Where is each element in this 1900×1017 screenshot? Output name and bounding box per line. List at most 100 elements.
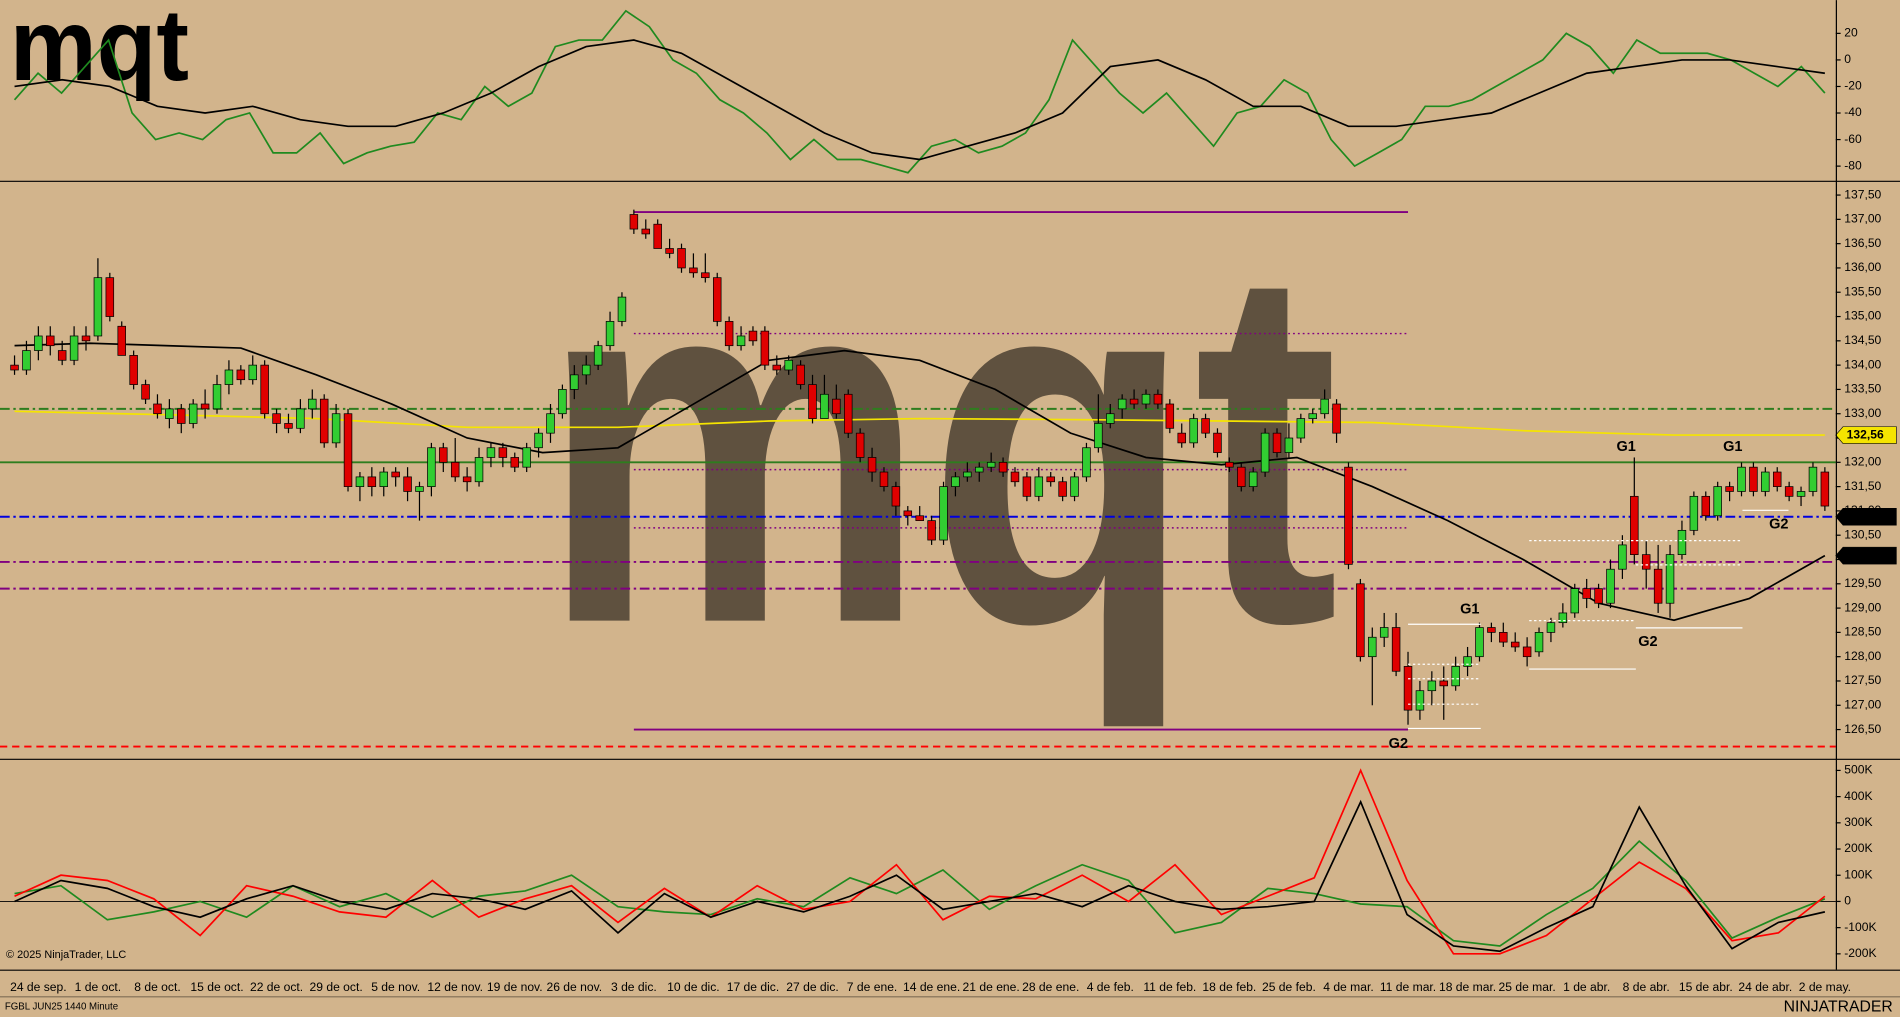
price-label-box	[1835, 426, 1897, 444]
x-tick-label: 29 de oct.	[310, 980, 363, 994]
y-tick-label: 129,00	[1844, 600, 1881, 614]
candle-body	[1177, 432, 1186, 444]
candle-body	[486, 447, 496, 458]
copyright: © 2025 NinjaTrader, LLC	[6, 949, 126, 961]
candle-body	[1713, 486, 1722, 517]
candle-body	[593, 345, 603, 366]
candle-body	[415, 486, 424, 492]
candle-body	[510, 457, 520, 468]
x-tick-label: 8 de abr.	[1623, 980, 1670, 994]
candle-body	[1284, 437, 1294, 453]
candle-body	[1082, 447, 1091, 478]
x-tick-label: 4 de feb.	[1087, 980, 1134, 994]
candle-body	[677, 248, 686, 269]
candle-body	[605, 321, 615, 347]
candle-body	[1332, 403, 1341, 434]
candle-body	[879, 471, 889, 487]
candle-body	[319, 398, 329, 444]
candle-body	[784, 359, 793, 371]
candle-body	[701, 272, 710, 279]
candle-body	[367, 476, 377, 487]
x-tick-label: 26 de nov.	[546, 980, 602, 994]
price-label: 132,56	[1847, 427, 1884, 441]
candle-body	[1427, 680, 1437, 692]
x-tick-label: 2 de may.	[1799, 980, 1851, 994]
candle-body	[212, 384, 222, 410]
x-tick-label: 15 de abr.	[1679, 980, 1733, 994]
y-tick-label: 126,50	[1844, 722, 1881, 736]
candle-body	[570, 374, 579, 390]
instrument: FGBL JUN25 1440 Minute	[5, 1002, 118, 1013]
y-tick-label: 129,50	[1844, 576, 1881, 590]
candle-body	[748, 330, 758, 342]
y-tick-label: 0	[1844, 894, 1851, 908]
candle-body	[1749, 466, 1758, 492]
candle-body	[1725, 486, 1734, 492]
candle-body	[165, 408, 174, 419]
candle-body	[272, 413, 281, 424]
y-tick-label: 0	[1844, 52, 1851, 66]
candle-body	[296, 408, 305, 429]
candle-body	[462, 476, 472, 483]
candle-body	[1368, 636, 1377, 658]
candle-body	[1189, 418, 1198, 444]
x-tick-label: 11 de feb.	[1143, 980, 1196, 994]
candle-body	[1141, 393, 1151, 405]
candle-body	[498, 447, 508, 458]
y-tick-label: 132,00	[1844, 455, 1881, 469]
candle-body	[57, 350, 67, 361]
plot-layer: 20 0 -20 -40 -60 -80 137,50 137,00 136,50 136,00 1…	[0, 9, 1897, 994]
brand: NINJATRADER	[1784, 998, 1893, 1015]
indicator-line	[14, 342, 1826, 622]
candle-body	[1475, 627, 1484, 658]
candle-body	[105, 277, 115, 317]
candle-body	[1618, 544, 1627, 570]
candle-body	[34, 335, 43, 351]
price-label: 130,08	[1847, 548, 1884, 562]
candle-body	[1761, 471, 1770, 492]
candle-body	[200, 403, 210, 410]
candle-body	[1570, 588, 1580, 614]
candle-body	[1701, 495, 1711, 517]
candle-body	[689, 267, 698, 274]
candle-body	[1653, 568, 1663, 604]
candle-body	[1153, 393, 1163, 405]
candle-body	[69, 335, 79, 361]
candle-body	[1094, 423, 1103, 449]
x-tick-label: 8 de oct.	[134, 980, 180, 994]
candle-body	[1058, 481, 1067, 497]
candle-body	[1308, 413, 1317, 419]
x-tick-label: 15 de oct.	[190, 980, 243, 994]
y-tick-label: 136,00	[1844, 260, 1881, 274]
x-tick-label: 28 de ene.	[1022, 980, 1079, 994]
candle-body	[736, 335, 746, 347]
y-tick-label: 200K	[1844, 841, 1872, 855]
candle-body	[1225, 461, 1234, 468]
candle-body	[724, 321, 734, 347]
candle-body	[1010, 471, 1020, 483]
candle-body	[558, 389, 567, 415]
candle-body	[1522, 646, 1532, 658]
candle-body	[617, 296, 627, 322]
y-tick-label: -20	[1844, 79, 1862, 93]
candle-body	[927, 520, 936, 541]
candle-body	[1534, 632, 1544, 653]
candle-body	[522, 447, 531, 468]
candle-body	[46, 335, 55, 347]
annotation: G1	[1616, 439, 1635, 455]
setup-lines	[1408, 509, 1789, 730]
x-tick-label: 27 de dic.	[786, 980, 839, 994]
y-tick-label: 130,50	[1844, 527, 1881, 541]
y-tick-label: 136,50	[1844, 236, 1881, 250]
candle-body	[975, 466, 984, 473]
candle-body	[1034, 476, 1044, 497]
x-tick-label: 24 de sep.	[10, 980, 67, 994]
candle-body	[1630, 495, 1639, 556]
x-tick-label: 25 de mar.	[1499, 980, 1556, 994]
candle-body	[808, 384, 817, 419]
x-tick-label: 1 de abr.	[1563, 980, 1610, 994]
candle-body	[1689, 495, 1699, 531]
candle-body	[951, 476, 960, 487]
